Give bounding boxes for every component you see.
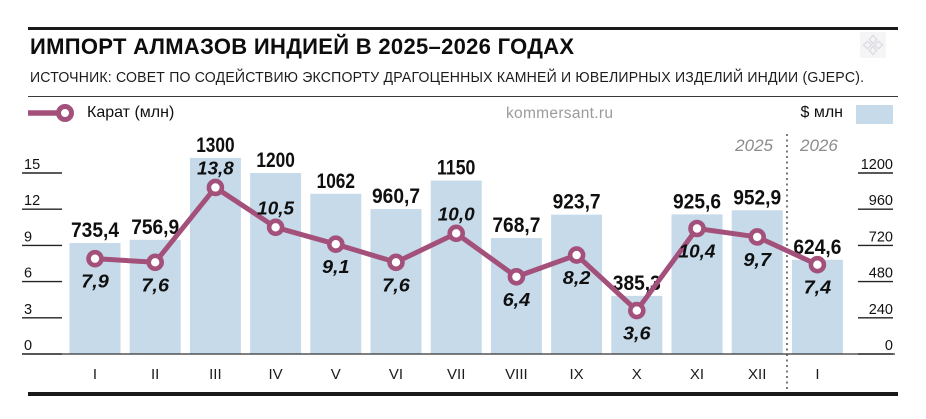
x-axis-label-9: IX — [570, 366, 584, 383]
line-value-label: 6,4 — [503, 290, 531, 310]
left-axis-tick-label: 0 — [24, 338, 32, 354]
line-marker-VII — [447, 224, 466, 243]
kommersant-ornament-icon — [860, 32, 886, 58]
x-axis-label-3: III — [209, 366, 222, 383]
year-label-2026: 2026 — [799, 136, 838, 155]
right-axis-tick-label: 0 — [885, 338, 893, 354]
page-title: ИМПОРТ АЛМАЗОВ ИНДИЕЙ В 2025–2026 ГОДАХ — [30, 34, 575, 59]
bar-VIII — [490, 238, 542, 354]
bar-value-label: 923,7 — [553, 191, 601, 214]
line-value-label: 8,2 — [563, 268, 591, 288]
line-marker-III — [206, 178, 225, 197]
line-series-marker-icon — [28, 104, 74, 122]
line-value-label: 10,0 — [438, 204, 475, 224]
left-axis-tick-label: 12 — [24, 193, 40, 209]
x-axis-label-11: XI — [690, 366, 704, 383]
right-axis-tick-label: 720 — [869, 229, 893, 245]
header-divider — [28, 96, 898, 97]
line-value-label: 7,9 — [81, 272, 109, 292]
x-axis-label-4: IV — [269, 366, 283, 383]
bar-series-swatch-icon — [856, 105, 893, 124]
bottom-border — [28, 392, 898, 396]
bar-value-label: 768,7 — [492, 214, 540, 237]
year-label-2025: 2025 — [734, 136, 773, 155]
left-axis-tick-label: 9 — [24, 229, 32, 245]
line-marker-II — [146, 253, 164, 272]
legend-line-series: Карат (млн) — [28, 101, 174, 125]
x-axis-label-8: VIII — [505, 366, 528, 383]
bar-value-label: 385,3 — [613, 272, 661, 295]
line-value-label: 10,5 — [257, 198, 295, 218]
line-marker-VIII — [507, 267, 526, 286]
top-border — [28, 27, 898, 30]
x-axis-label-12: XII — [748, 366, 766, 383]
line-marker-X — [627, 301, 646, 320]
line-value-label: 9,7 — [743, 250, 772, 270]
right-axis-tick-label: 480 — [869, 266, 893, 282]
x-axis-label-5: V — [331, 366, 341, 383]
left-axis-tick-label: 15 — [24, 157, 40, 173]
bar-value-label: 925,6 — [673, 190, 721, 213]
x-axis-label-13: I — [815, 366, 819, 383]
bar-IX — [551, 214, 603, 354]
line-value-label: 10,4 — [679, 242, 716, 262]
line-value-label: 3,6 — [623, 324, 652, 344]
bar-series-label: $ млн — [800, 104, 843, 121]
x-axis-label-2: II — [151, 366, 159, 383]
bar-value-label: 735,4 — [71, 219, 119, 242]
right-axis-tick-label: 1200 — [861, 157, 893, 173]
line-marker-IV — [266, 218, 285, 237]
source-note: ИСТОЧНИК: СОВЕТ ПО СОДЕЙСТВИЮ ЭКСПОРТУ Д… — [30, 70, 865, 86]
bar-value-label: 756,9 — [131, 216, 179, 239]
bar-V — [310, 193, 362, 354]
line-marker-I — [808, 255, 827, 274]
line-marker-XI — [688, 219, 706, 238]
x-axis-label-7: VII — [447, 366, 465, 383]
right-axis-tick-label: 240 — [869, 302, 893, 318]
bar-value-label: 1300 — [196, 134, 234, 157]
line-value-label: 7,6 — [141, 275, 170, 295]
line-series-label: Карат (млн) — [87, 104, 175, 121]
line-marker-V — [326, 235, 345, 253]
right-axis-tick-label: 960 — [869, 193, 893, 209]
line-marker-I — [86, 249, 104, 268]
x-axis-label-6: VI — [389, 366, 403, 383]
line-value-label: 13,8 — [197, 158, 234, 178]
bar-value-label: 1150 — [437, 157, 475, 180]
bar-value-label: 952,9 — [733, 186, 781, 209]
bar-I — [791, 259, 843, 354]
x-axis-label-1: I — [93, 366, 97, 383]
line-value-label: 7,6 — [382, 275, 411, 295]
bar-value-label: 1062 — [317, 170, 355, 193]
line-marker-VI — [387, 253, 405, 272]
left-axis-tick-label: 6 — [24, 266, 32, 282]
bar-value-label: 1200 — [256, 149, 294, 172]
watermark: kommersant.ru — [506, 105, 614, 122]
x-axis-label-10: X — [632, 366, 642, 383]
bar-value-label: 960,7 — [372, 185, 420, 208]
left-axis-tick-label: 3 — [24, 302, 32, 318]
bar-XI — [671, 214, 723, 354]
bar-VII — [430, 180, 482, 354]
bar-IV — [250, 173, 302, 354]
bar-value-label: 624,6 — [793, 236, 841, 259]
bar-VI — [370, 209, 422, 354]
line-value-label: 9,1 — [322, 257, 350, 277]
line-marker-IX — [567, 246, 586, 264]
line-value-label: 7,4 — [804, 278, 832, 298]
line-marker-XII — [748, 228, 767, 246]
